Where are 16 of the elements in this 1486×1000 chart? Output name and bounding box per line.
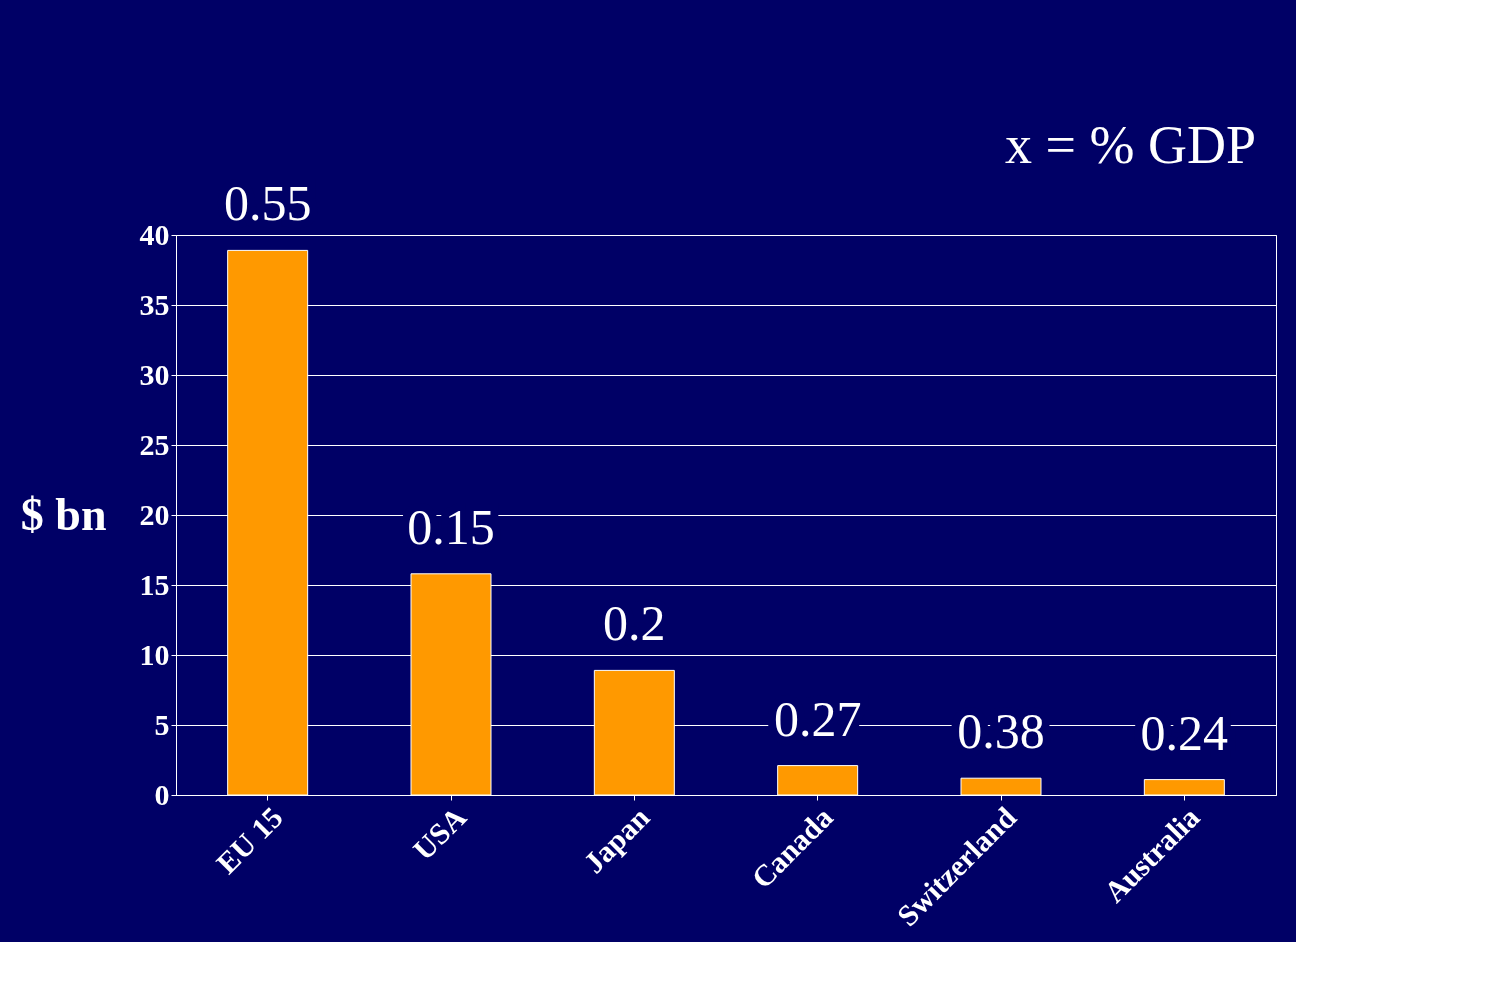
y-tick-label: 30: [139, 357, 170, 391]
y-tick-label: 5: [154, 707, 170, 741]
annotation: 0.15: [407, 498, 495, 555]
y-axis-title: $ bn: [20, 488, 107, 540]
y-tick-label: 20: [139, 497, 170, 531]
text: x = % GDP: [1005, 115, 1256, 175]
y-tick-label: 40: [139, 217, 170, 251]
y-tick-label: 25: [139, 427, 170, 461]
y-tick-label: 35: [139, 287, 170, 321]
y-tick-label: 10: [139, 637, 170, 671]
annotation: 0.2: [603, 595, 666, 652]
y-tick-label: 15: [139, 567, 170, 601]
y-tick-label: 0: [154, 777, 170, 811]
annotation: 0.55: [223, 175, 312, 232]
x-tick-label: USA: [406, 800, 473, 867]
x-tick-label: EU 15: [209, 800, 289, 880]
